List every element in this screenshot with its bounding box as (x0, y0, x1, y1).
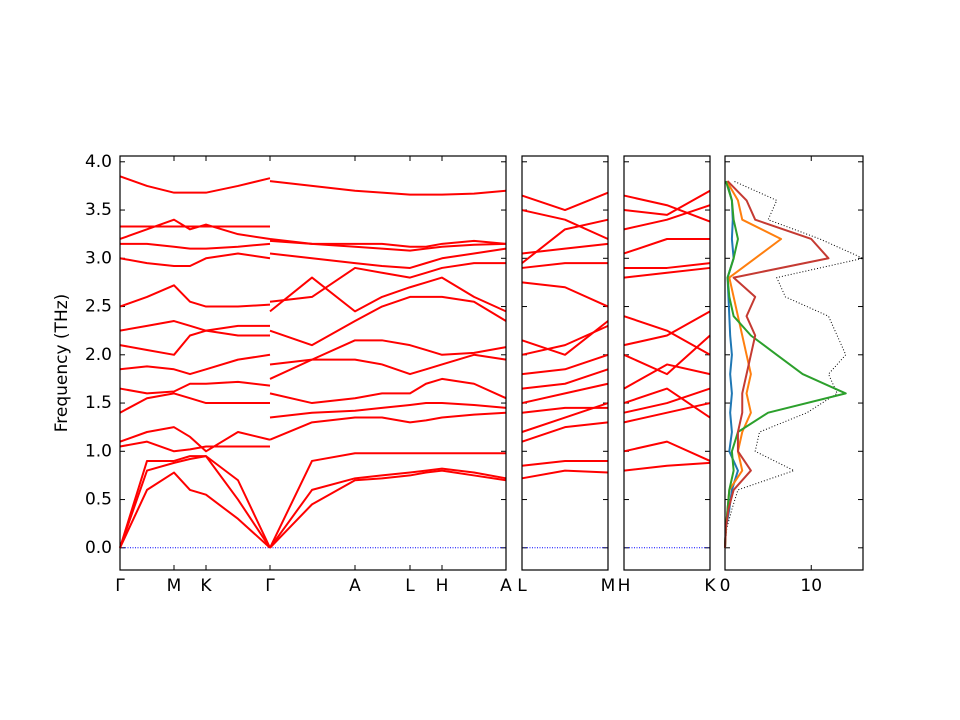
y-tick-label: 1.5 (85, 393, 112, 413)
y-tick-label: 0.0 (85, 538, 112, 558)
band-line (119, 469, 507, 549)
x-tick-label: H (436, 576, 449, 596)
band-line (623, 461, 711, 472)
plot-frame (119, 155, 507, 571)
plot-frame (724, 155, 864, 571)
x-tick-label: Γ (115, 576, 125, 596)
band-line (623, 334, 711, 376)
y-tick-label: 2.5 (85, 297, 112, 317)
band-line (623, 387, 711, 419)
band-line (119, 339, 507, 376)
band-line (521, 262, 608, 269)
band-line (119, 402, 507, 453)
band-line (623, 194, 711, 223)
dos-line (724, 180, 739, 548)
x-tick-label: M (167, 576, 182, 596)
x-tick-label: 0 (720, 576, 731, 596)
dos-line (724, 180, 830, 548)
x-tick-label: L (517, 576, 527, 596)
band-line (623, 204, 711, 231)
band-line (521, 421, 609, 443)
band-line (623, 387, 711, 414)
y-tick-label: 1.0 (85, 441, 112, 461)
band-line (521, 209, 609, 240)
y-tick-label: 0.5 (85, 490, 112, 510)
x-tick-label: Γ (265, 576, 275, 596)
band-line (119, 262, 506, 308)
band-line (623, 310, 711, 347)
x-tick-label: A (349, 576, 361, 596)
x-tick-label: 10 (800, 576, 822, 596)
band-line (521, 368, 609, 390)
band-line (623, 440, 711, 462)
plot-frame (623, 155, 711, 571)
band-line (521, 218, 609, 264)
x-tick-label: K (704, 576, 716, 596)
band-line (624, 262, 711, 269)
band-line (119, 452, 506, 549)
y-tick-label: 3.5 (85, 200, 112, 220)
y-tick-label: 2.0 (85, 345, 112, 365)
band-line (119, 455, 507, 549)
band-line (521, 382, 609, 405)
band-line (623, 363, 711, 390)
band-line (119, 247, 507, 269)
band-line (521, 406, 608, 414)
y-tick-label: 3.0 (85, 248, 112, 268)
plot-frame (521, 155, 609, 571)
x-tick-label: K (200, 576, 212, 596)
band-line (119, 175, 507, 196)
x-tick-label: M (601, 576, 616, 596)
x-tick-label: A (500, 576, 512, 596)
band-line (521, 191, 609, 212)
band-line (119, 295, 507, 356)
x-tick-label: L (405, 576, 415, 596)
band-line (119, 377, 507, 414)
x-tick-label: H (618, 576, 631, 596)
band-line (521, 469, 609, 480)
dos-line (724, 180, 864, 548)
band-line (521, 281, 609, 308)
band-line (521, 320, 609, 356)
band-line (623, 266, 711, 279)
y-tick-label: 4.0 (85, 152, 112, 172)
band-line (521, 459, 608, 467)
band-line (623, 402, 711, 424)
band-line (119, 411, 507, 453)
dos-line (724, 180, 847, 548)
band-line (119, 353, 507, 395)
band-line (623, 237, 710, 255)
band-line (623, 189, 711, 216)
y-axis-label: Frequency (THz) (52, 294, 72, 433)
band-line (521, 353, 609, 376)
band-line (119, 276, 507, 332)
band-line (623, 315, 711, 356)
band-line (119, 218, 507, 248)
